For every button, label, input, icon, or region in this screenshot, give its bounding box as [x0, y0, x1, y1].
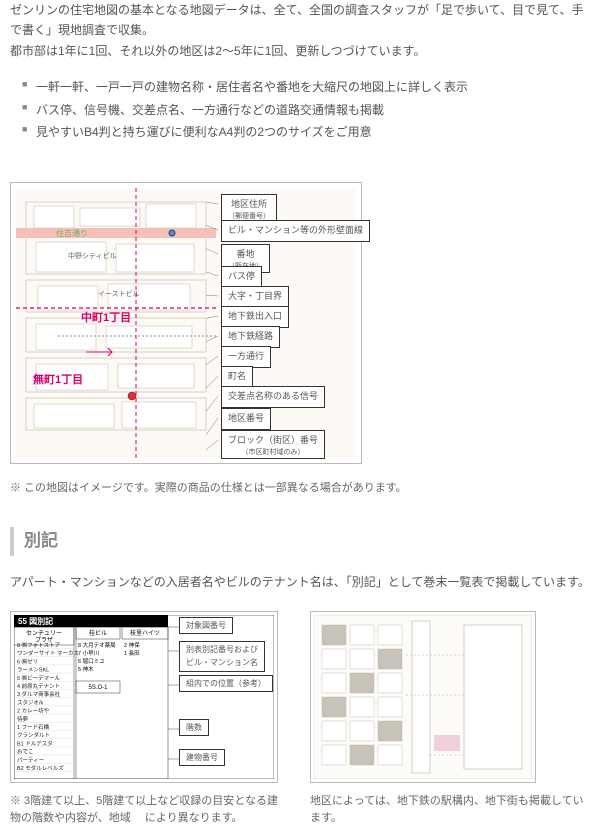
map-caption: ※ この地図はイメージです。実際の商品の仕様とは一部異なる場合があります。: [10, 479, 591, 498]
station-diagram: [310, 611, 536, 783]
svg-text:1 長田: 1 長田: [124, 650, 140, 657]
map-legend-label: 地区住所（郵便番号）: [221, 194, 277, 223]
map-diagram: 住吉通り中野シティビルイーストビル 地区住所（郵便番号）ビル・マンション等の外形…: [10, 182, 362, 464]
svg-text:8 ㈱フォトストア: 8 ㈱フォトストア: [17, 641, 61, 649]
map-legend-label: 地下鉄経路: [221, 326, 280, 347]
svg-text:ワンダーサイト マーカス: ワンダーサイト マーカス: [17, 649, 79, 657]
svg-text:4 前原丸テナント: 4 前原丸テナント: [17, 682, 60, 690]
feature-list: 一軒一軒、一戸一戸の建物名称・居住者名や番地を大縮尺の地図上に詳しく表示 バス停…: [22, 77, 591, 142]
tenant-callout-label: 建物番号: [179, 749, 225, 767]
svg-text:イーストビル: イーストビル: [98, 289, 140, 298]
map-legend-label: 大字・丁目界: [221, 286, 289, 307]
svg-text:5S.O-1: 5S.O-1: [88, 685, 108, 691]
feature-text: 見やすいB4判と持ち運びに便利なA4判の2つのサイズをご用意: [36, 125, 372, 139]
svg-text:センチュリー: センチュリー: [26, 630, 62, 637]
svg-text:8 大月テオ薬局: 8 大月テオ薬局: [78, 641, 116, 649]
map-legend-label: バス停: [221, 266, 262, 287]
section-heading: 別記: [10, 527, 591, 556]
intro-line: ゼンリンの住宅地図の基本となる地図データは、全て、全国の調査スタッフが「足で歩い…: [10, 3, 584, 37]
feature-text: 一軒一軒、一戸一戸の建物名称・居住者名や番地を大縮尺の地図上に詳しく表示: [36, 80, 468, 94]
section-description: アパート・マンションなどの入居者名やビルのテナント名は、「別記」として巻末一覧表…: [10, 572, 591, 592]
map-legend-label: 地下鉄出入口: [221, 306, 289, 327]
feature-item: バス停、信号機、交差点名、一方通行などの道路交通情報も掲載: [22, 100, 591, 120]
map-legend-label: ビル・マンション等の外形壁面線: [221, 220, 370, 241]
svg-text:住吉通り: 住吉通り: [56, 228, 88, 238]
svg-text:B2 モダルレベルズ: B2 モダルレベルズ: [17, 764, 64, 772]
station-svg: [314, 615, 532, 779]
map-legend-label: 地区番号: [221, 408, 271, 429]
intro-line: 都市部は1年に1回、それ以外の地区は2～5年に1回、更新しつづけています。: [10, 44, 425, 58]
intro-paragraph: ゼンリンの住宅地図の基本となる地図データは、全て、全国の調査スタッフが「足で歩い…: [10, 0, 591, 61]
map-legend-label: 一方通行: [221, 346, 271, 367]
tenant-callout-label: 別表別記番号およびビル・マンション名: [179, 641, 265, 672]
tenant-callout-label: 組内での位置（参考）: [179, 675, 273, 693]
tenant-diagram: 55 図別記センチュリープラザ8 ㈱フォトストアワンダーサイト マーカス6 ㈱ゼ…: [10, 611, 278, 783]
station-caption: 地区によっては、地下鉄の駅構内、地下街も掲載しています。: [310, 793, 591, 826]
svg-text:55 図別記: 55 図別記: [18, 616, 53, 626]
svg-text:3 ダルマ商事会社: 3 ダルマ商事会社: [17, 690, 61, 698]
svg-text:枝里ハイツ: 枝里ハイツ: [130, 629, 160, 637]
svg-text:スタジオ/k: スタジオ/k: [17, 698, 44, 706]
feature-item: 見やすいB4判と持ち運びに便利なA4判の2つのサイズをご用意: [22, 122, 591, 142]
svg-text:おでこ: おでこ: [17, 748, 34, 755]
tenant-callout-label: 対象図番号: [179, 617, 233, 635]
svg-text:ラーメンSKL: ラーメンSKL: [17, 666, 49, 673]
tenant-callout-label: 階数: [179, 719, 209, 737]
svg-text:桂ビル: 桂ビル: [89, 629, 107, 637]
tenant-caption: ※ 3階建て以上、5階建て以上など収録の目安となる建物の階数や内容が、地域 によ…: [10, 793, 280, 826]
svg-text:パーティー: パーティー: [17, 757, 44, 764]
svg-text:クランダルト: クランダルト: [17, 731, 50, 739]
svg-text:待夢: 待夢: [17, 715, 29, 723]
map-area-label: 無町1丁目: [33, 371, 83, 390]
svg-text:7 小早川: 7 小早川: [78, 649, 99, 657]
feature-item: 一軒一軒、一戸一戸の建物名称・居住者名や番地を大縮尺の地図上に詳しく表示: [22, 77, 591, 97]
map-area-label: 中町1丁目: [81, 309, 131, 328]
svg-text:2 カレー坊や: 2 カレー坊や: [17, 706, 49, 714]
svg-text:2 神保: 2 神保: [124, 641, 140, 649]
svg-text:6 堀口ミユ: 6 堀口ミユ: [78, 657, 105, 665]
svg-text:5 ㈱ビーデマール: 5 ㈱ビーデマール: [17, 674, 61, 682]
map-legend-label: 町名: [221, 366, 253, 387]
svg-text:1 フード石橋: 1 フード石橋: [17, 723, 50, 731]
map-legend-label: ブロック（街区）番号（市区町村域のみ）: [221, 430, 325, 459]
svg-text:6 ㈱ゼリ: 6 ㈱ゼリ: [17, 657, 38, 665]
svg-text:5 神木: 5 神木: [78, 665, 94, 673]
tenant-svg: 55 図別記センチュリープラザ8 ㈱フォトストアワンダーサイト マーカス6 ㈱ゼ…: [14, 615, 274, 779]
feature-text: バス停、信号機、交差点名、一方通行などの道路交通情報も掲載: [36, 103, 384, 117]
svg-text:中野シティビル: 中野シティビル: [68, 251, 117, 260]
map-legend-label: 交差点名称のある信号: [221, 386, 325, 407]
svg-text:B1 ドルデスタ: B1 ドルデスタ: [17, 739, 53, 747]
